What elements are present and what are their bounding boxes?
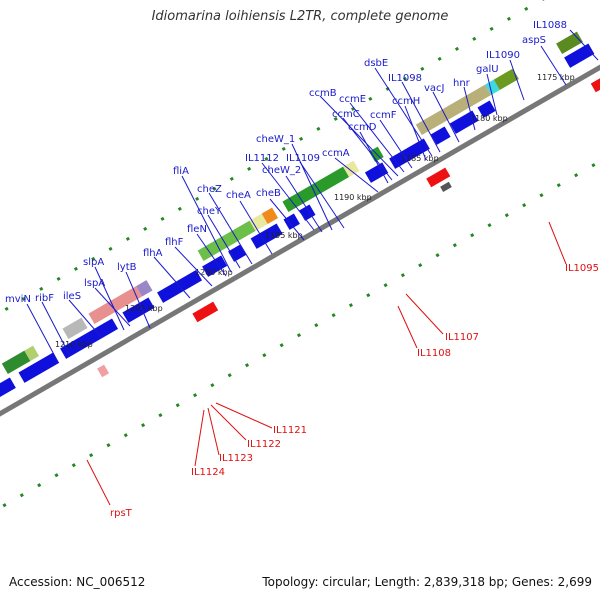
gene-label: rpsT: [110, 508, 133, 519]
accession-text: Accession: NC_006512: [9, 575, 146, 589]
gene-label: IL1123: [219, 453, 253, 464]
gene-label: ccmF: [370, 110, 397, 121]
gene-label: cheA: [226, 190, 251, 201]
gene-label: IL1122: [247, 439, 281, 450]
gene-label: ccmB: [309, 88, 337, 99]
gene-label: ccmE: [339, 94, 366, 105]
gene-label: ccmH: [392, 96, 420, 107]
gene-label: fleN: [187, 224, 207, 235]
gene-label: IL1098: [388, 73, 422, 84]
gene-label: galU: [476, 64, 499, 75]
gene-label: IL1095: [565, 263, 599, 274]
gene-label: ileS: [63, 291, 81, 302]
tick-label: 1175 kbp: [537, 73, 575, 82]
gene-label: dsbE: [364, 58, 388, 69]
kbp-ticks: 1175 kbp 1180 kbp 1185 kbp 1190 kbp 1195…: [55, 73, 575, 349]
gene-label: cheB: [256, 188, 281, 199]
gene-label: IL1109: [286, 153, 320, 164]
gene-label: cheZ: [197, 184, 222, 195]
gene-label: flhF: [165, 237, 184, 248]
forward-gene-labels: IL1088 aspS IL1090 galU hnr vacJ IL1098 …: [5, 20, 599, 363]
gene-label: slpA: [83, 257, 104, 268]
tick-label: 1180 kbp: [470, 114, 508, 123]
gene-label: IL1124: [191, 467, 225, 478]
reverse-gene-track: [97, 74, 600, 378]
gene-label: cheY: [197, 206, 222, 217]
gene-label: IL1108: [417, 348, 451, 359]
gene-label: IL1088: [533, 20, 567, 31]
forward-function-track: [1, 31, 583, 374]
tick-label: 1210 kbp: [55, 340, 93, 349]
reverse-gene-labels: IL1095 IL1107 IL1108 IL1121 IL1122 IL112…: [86, 221, 599, 519]
gene-label: IL1090: [486, 50, 520, 61]
tick-label: 1195 kbp: [265, 231, 303, 240]
gene-label: cheW_2: [262, 165, 301, 176]
gene-label: IL1121: [273, 425, 307, 436]
tick-label: 1185 kbp: [401, 154, 439, 163]
genome-backbone: [0, 43, 600, 468]
gene-label: vacJ: [424, 83, 445, 94]
gene-label: ccmD: [348, 122, 377, 133]
gene-label: mviN: [5, 294, 31, 305]
gene-label: fliA: [173, 166, 189, 177]
page-title: Idiomarina loihiensis L2TR, complete gen…: [151, 9, 449, 24]
gene-label: lytB: [117, 262, 137, 273]
gene-label: IL1112: [245, 153, 279, 164]
gene-label: lspA: [84, 278, 105, 289]
gene-label: flhA: [143, 248, 163, 259]
gene-label: ccmA: [322, 148, 350, 159]
tick-label: 1190 kbp: [334, 193, 372, 202]
outer-dotted-ring: [0, 0, 595, 391]
gene-label: ccmC: [332, 109, 360, 120]
gene-label: aspS: [522, 35, 546, 46]
tick-label: 1200 kbp: [195, 268, 233, 277]
gene-label: cheW_1: [256, 134, 295, 145]
genome-summary-text: Topology: circular; Length: 2,839,318 bp…: [262, 575, 592, 589]
forward-gene-track: [0, 43, 595, 423]
inner-dotted-ring: [0, 114, 600, 538]
gene-label: ribF: [35, 293, 54, 304]
gene-label: hnr: [453, 78, 471, 89]
gene-label: IL1107: [445, 332, 479, 343]
tick-label: 1205 kbp: [125, 304, 163, 313]
